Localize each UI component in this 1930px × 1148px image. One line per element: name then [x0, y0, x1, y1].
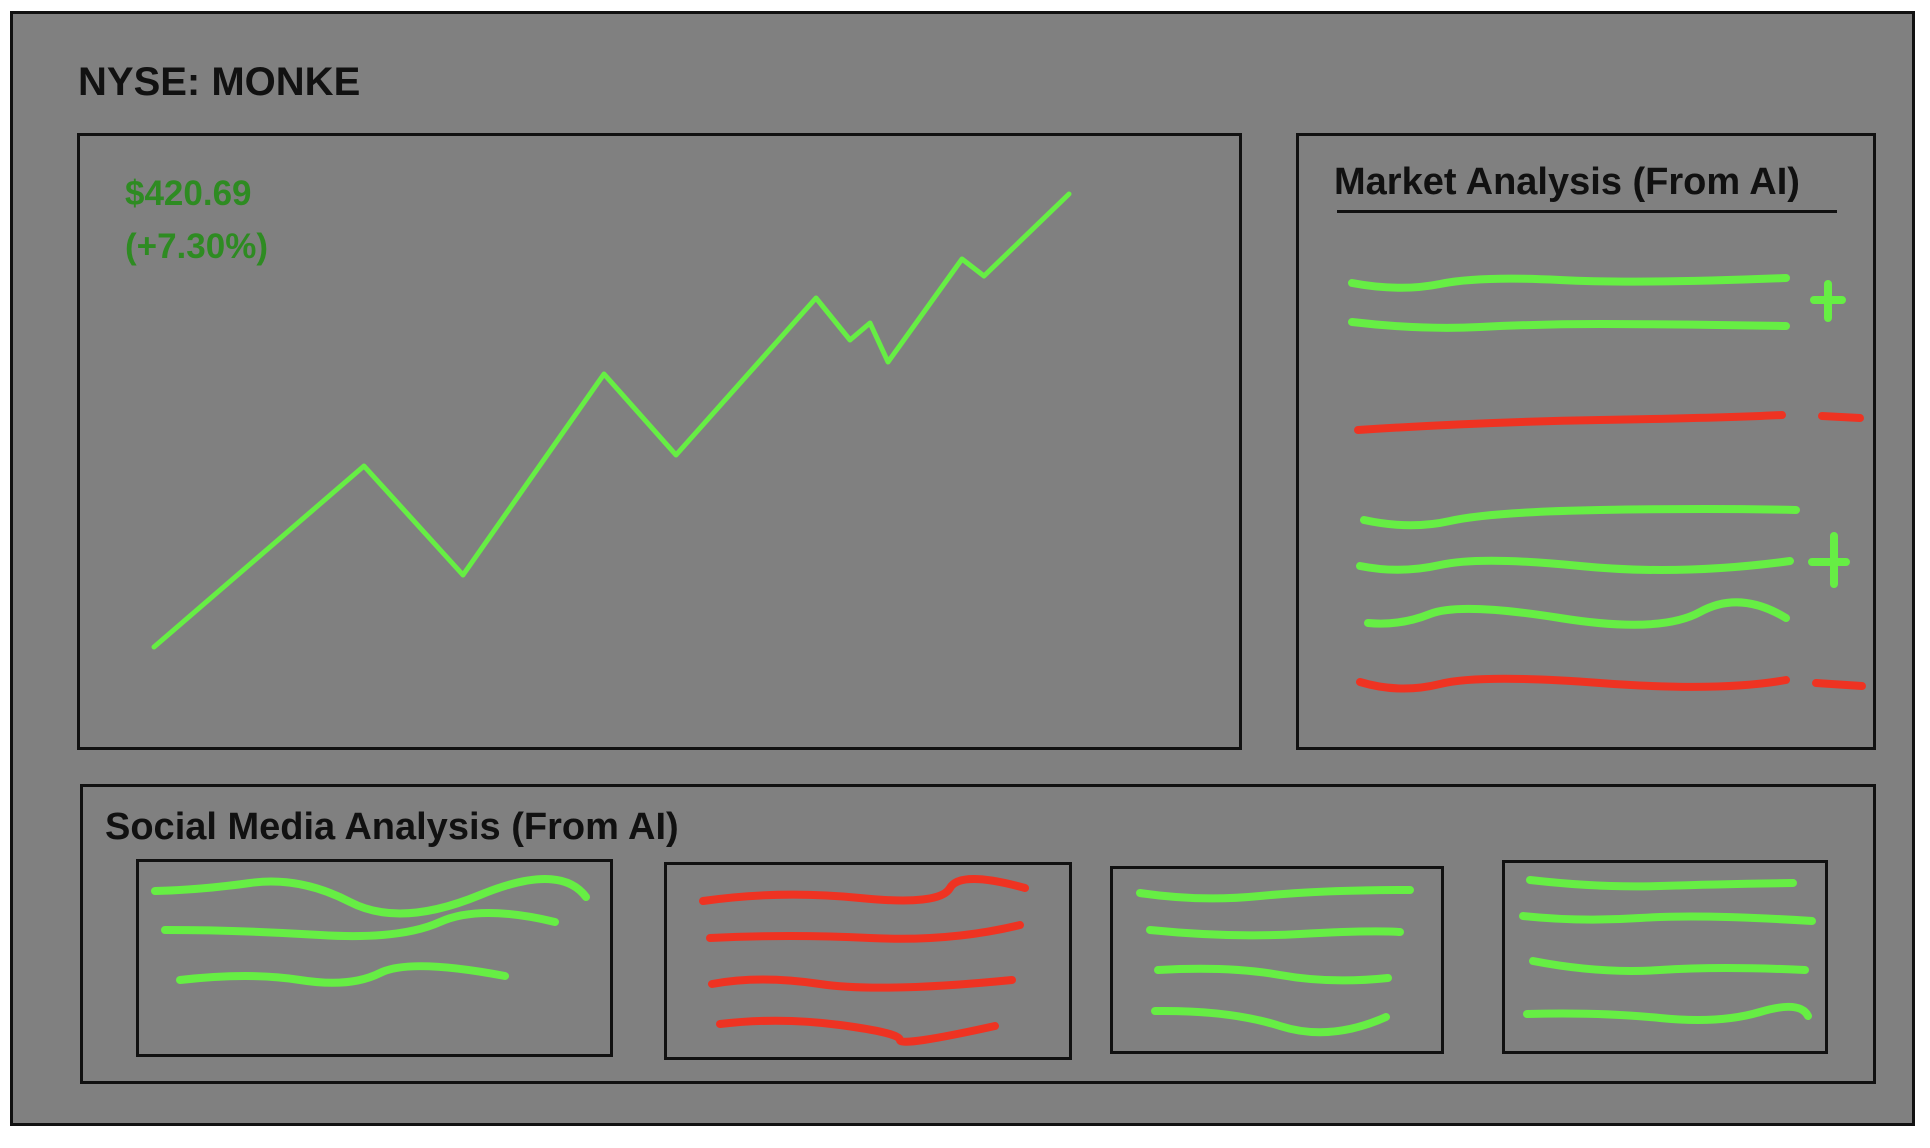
social-card-2[interactable]: [664, 862, 1072, 1060]
social-card-3[interactable]: [1110, 866, 1444, 1054]
current-price: $420.69: [125, 174, 252, 213]
market-analysis-panel[interactable]: [1296, 133, 1876, 750]
price-change: (+7.30%): [125, 226, 268, 266]
price-readout: $420.69 (+7.30%): [125, 168, 268, 273]
price-chart-panel[interactable]: [77, 133, 1242, 750]
social-card-4[interactable]: [1502, 860, 1828, 1054]
market-analysis-title: Market Analysis (From AI): [1334, 161, 1800, 203]
ticker-symbol: NYSE: MONKE: [78, 60, 361, 104]
social-media-analysis-title: Social Media Analysis (From AI): [105, 806, 679, 848]
social-media-analysis-panel[interactable]: [80, 784, 1876, 1084]
social-card-1[interactable]: [136, 859, 613, 1057]
market-title-underline: [1337, 210, 1837, 213]
